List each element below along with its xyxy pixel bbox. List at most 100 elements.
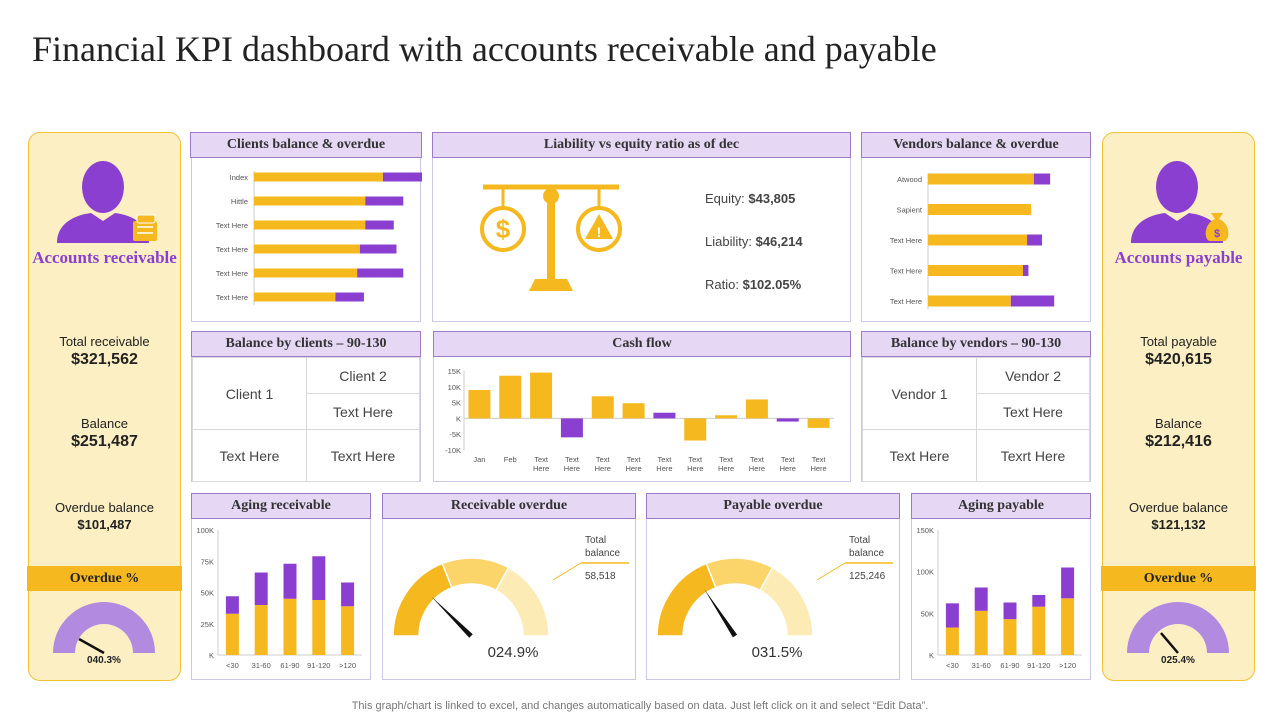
positive-bar	[591, 396, 614, 419]
clients-balance-panel: Index Hittle Text Here Text Here Text Here Te…	[191, 156, 434, 322]
x-tick-label: 31-60	[252, 661, 271, 670]
category-label: Hittle	[231, 197, 248, 206]
balance-label: Balance	[81, 416, 128, 431]
category-label: Text Here	[890, 297, 922, 306]
scale-dollar-warning-icon: $ !	[480, 184, 622, 291]
positive-bar	[745, 399, 768, 419]
balance-vendors-panel: Vendor 1 Vendor 2 Text Here Text Here Te…	[861, 356, 1091, 482]
vendors-balance-panel: Atwood Sapient Text Here Text Here Text Here	[861, 156, 1091, 322]
balance-bar	[254, 268, 358, 278]
current-bar	[341, 606, 355, 655]
x-tick-label: Here	[780, 464, 796, 473]
overdue-pct-gauge: 040.3%	[53, 602, 155, 666]
aging-payable-panel: 150K 100K 50K K <30 31-60 61-90 91-120 >120	[911, 517, 1091, 680]
x-tick-label: 61-90	[1000, 661, 1019, 670]
svg-text:$: $	[496, 214, 511, 244]
negative-bar	[807, 418, 830, 428]
x-tick-label: 91-120	[307, 661, 330, 670]
overdue-pct-gauge: 025.4%	[1127, 602, 1229, 666]
x-tick-label: >120	[339, 661, 356, 670]
payable-overdue-panel: 031.5% Total balance 125,246	[646, 517, 900, 680]
x-tick-label: 91-120	[1027, 661, 1050, 670]
y-tick-label: 50K	[201, 589, 214, 598]
y-tick-label: 100K	[196, 526, 214, 535]
positive-bar	[468, 389, 491, 419]
balance-value: $251,487	[71, 433, 138, 450]
negative-bar	[560, 418, 583, 438]
positive-bar	[530, 372, 553, 419]
y-tick-label: 75K	[201, 557, 214, 566]
category-label: Index	[230, 173, 249, 182]
x-tick-label: Here	[749, 464, 765, 473]
table-cell: Text Here	[192, 429, 307, 482]
liability-equity-panel: $ ! Equity: $43,805 Liability: $46,214 R…	[432, 156, 851, 322]
overdue-balance-value: $121,132	[1151, 517, 1206, 532]
positive-bar	[499, 375, 522, 419]
y-tick-label: K	[209, 651, 214, 660]
overdue-bar	[1032, 595, 1046, 607]
x-tick-label: Text	[781, 455, 796, 464]
balance-clients-panel: Client 1 Client 2 Text Here Text Here Te…	[191, 356, 421, 482]
x-tick-label: Text	[812, 455, 827, 464]
svg-text:$: $	[1214, 228, 1220, 240]
footer-note: This graph/chart is linked to excel, and…	[351, 700, 929, 712]
overdue-bar	[312, 556, 326, 600]
legend-value: 58,518	[585, 571, 616, 582]
y-tick-label: 10K	[448, 383, 461, 392]
y-tick-label: -10K	[445, 446, 461, 455]
y-tick-label: K	[456, 414, 461, 423]
payable-overdue-header: Payable overdue	[646, 493, 900, 519]
y-tick-label: 15K	[448, 367, 461, 376]
x-tick-label: Text	[750, 455, 765, 464]
total-payable-value: $420,615	[1145, 351, 1212, 368]
overdue-bar	[945, 603, 959, 628]
y-tick-label: K	[929, 651, 934, 660]
y-tick-label: -5K	[449, 430, 461, 439]
table-cell: Texrt Here	[976, 429, 1090, 482]
overdue-bar	[335, 292, 364, 302]
balance-clients-table: Client 1 Client 2 Text Here Text Here Te…	[192, 357, 420, 482]
balance-bar	[254, 172, 383, 182]
accounts-receivable-heading: Accounts receivable	[32, 248, 177, 267]
y-tick-label: 150K	[916, 526, 934, 535]
table-cell: Texrt Here	[306, 429, 420, 482]
current-bar	[254, 605, 268, 655]
liability-equity-header: Liability vs equity ratio as of dec	[432, 132, 851, 158]
current-bar	[974, 610, 988, 655]
page-title: Financial KPI dashboard with accounts re…	[32, 29, 937, 69]
overdue-bar	[1027, 234, 1042, 246]
x-tick-label: <30	[226, 661, 239, 670]
equity-label: Equity:	[705, 191, 745, 206]
overdue-bar	[974, 587, 988, 611]
overdue-bar	[341, 582, 355, 607]
x-tick-label: Here	[564, 464, 580, 473]
gauge-segment-low	[656, 562, 717, 637]
y-tick-label: 50K	[921, 609, 934, 618]
category-label: Text Here	[216, 245, 248, 254]
category-label: Text Here	[216, 269, 248, 278]
liability-row: Liability: $46,214	[705, 234, 803, 249]
liability-label: Liability:	[705, 234, 752, 249]
balance-value: $212,416	[1145, 433, 1212, 450]
x-tick-label: Here	[718, 464, 734, 473]
x-tick-label: 61-90	[280, 661, 299, 670]
x-tick-label: Here	[656, 464, 672, 473]
table-cell: Text Here	[862, 429, 977, 482]
receivable-overdue-gauge: 024.9% Total balance 58,518	[392, 535, 629, 661]
overdue-bar	[1061, 567, 1075, 599]
x-tick-label: Text	[719, 455, 734, 464]
client-2-cell: Client 2	[306, 357, 420, 394]
overdue-bar	[1023, 265, 1029, 276]
client-1-cell: Client 1	[192, 357, 307, 430]
overdue-pct-band: Overdue %	[1101, 566, 1256, 591]
balance-bar	[254, 220, 366, 230]
x-tick-label: Here	[533, 464, 549, 473]
current-bar	[1032, 606, 1046, 655]
category-label: Text Here	[890, 236, 922, 245]
total-payable-label: Total payable	[1140, 334, 1217, 349]
x-tick-label: Text	[534, 455, 549, 464]
overdue-bar	[359, 244, 397, 254]
total-receivable-label: Total receivable	[59, 334, 150, 349]
y-tick-label: 25K	[201, 620, 214, 629]
balance-vendors-table: Vendor 1 Vendor 2 Text Here Text Here Te…	[862, 357, 1090, 482]
